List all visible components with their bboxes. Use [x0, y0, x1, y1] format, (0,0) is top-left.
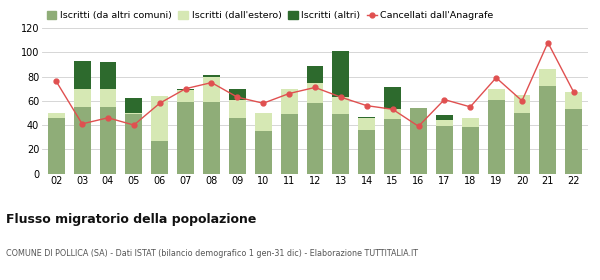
Bar — [332, 97, 349, 114]
Bar — [358, 116, 375, 118]
Bar — [436, 126, 453, 174]
Bar — [514, 113, 530, 174]
Bar — [100, 107, 116, 174]
Bar — [307, 103, 323, 174]
Bar — [281, 89, 298, 114]
Bar — [48, 118, 65, 174]
Bar — [177, 90, 194, 102]
Bar — [229, 118, 246, 174]
Bar — [410, 108, 427, 174]
Legend: Iscritti (da altri comuni), Iscritti (dall'estero), Iscritti (altri), Cancellati: Iscritti (da altri comuni), Iscritti (da… — [47, 11, 494, 20]
Bar — [539, 86, 556, 174]
Bar — [229, 89, 246, 100]
Bar — [177, 89, 194, 90]
Bar — [436, 115, 453, 120]
Bar — [488, 100, 505, 174]
Bar — [74, 89, 91, 107]
Bar — [565, 109, 582, 174]
Bar — [100, 89, 116, 107]
Bar — [74, 61, 91, 89]
Bar — [100, 62, 116, 89]
Bar — [307, 66, 323, 83]
Bar — [384, 87, 401, 109]
Bar — [125, 113, 142, 114]
Bar — [565, 92, 582, 109]
Bar — [358, 130, 375, 174]
Bar — [384, 119, 401, 174]
Bar — [539, 69, 556, 86]
Bar — [255, 131, 272, 174]
Bar — [151, 141, 168, 174]
Bar — [332, 114, 349, 174]
Bar — [281, 114, 298, 174]
Bar — [488, 89, 505, 100]
Bar — [358, 118, 375, 130]
Bar — [307, 83, 323, 103]
Bar — [332, 51, 349, 97]
Text: Flusso migratorio della popolazione: Flusso migratorio della popolazione — [6, 213, 256, 226]
Bar — [151, 96, 168, 141]
Bar — [462, 127, 479, 174]
Bar — [229, 100, 246, 118]
Bar — [74, 107, 91, 174]
Bar — [255, 113, 272, 131]
Bar — [125, 114, 142, 174]
Bar — [203, 102, 220, 174]
Bar — [384, 109, 401, 119]
Bar — [177, 102, 194, 174]
Bar — [203, 76, 220, 102]
Text: COMUNE DI POLLICA (SA) - Dati ISTAT (bilancio demografico 1 gen-31 dic) - Elabor: COMUNE DI POLLICA (SA) - Dati ISTAT (bil… — [6, 249, 418, 258]
Bar — [514, 95, 530, 113]
Bar — [125, 98, 142, 113]
Bar — [436, 120, 453, 126]
Bar — [203, 75, 220, 76]
Bar — [48, 113, 65, 118]
Bar — [462, 118, 479, 127]
